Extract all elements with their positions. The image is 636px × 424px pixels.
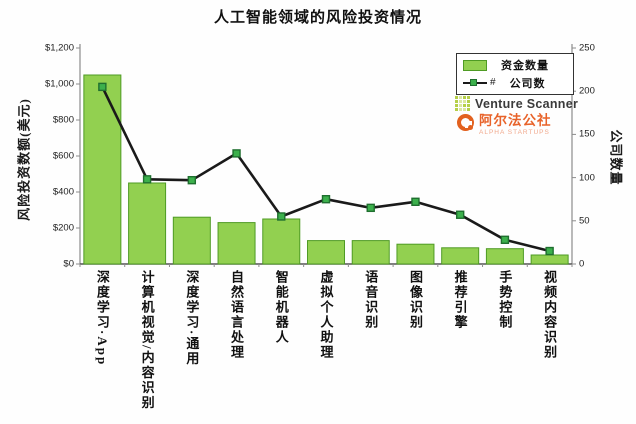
category-label-4: 智能机器人 — [273, 270, 289, 345]
bar-6 — [351, 240, 390, 265]
bar-0 — [83, 74, 122, 265]
bar-3 — [217, 222, 256, 265]
legend: 资金数量 # 公司数 — [456, 53, 574, 95]
bar-1 — [128, 182, 167, 265]
left-tick-label: $400 — [52, 186, 74, 198]
alpha-name-text: 阿尔法公社 — [479, 113, 552, 128]
chart-title: 人工智能领域的风险投资情况 — [213, 9, 422, 26]
left-tick-label: $600 — [52, 150, 74, 162]
right-tick-label: 0 — [579, 258, 585, 270]
bar-4 — [262, 218, 301, 265]
venture-scanner-logo-icon — [455, 96, 470, 111]
marker-suffix: # — [490, 77, 496, 89]
line-marker-10 — [545, 246, 554, 256]
alpha-branding: 阿尔法公社 ALPHA STARTUPS — [457, 114, 552, 136]
bar-9 — [485, 248, 524, 265]
line-marker-0 — [98, 82, 107, 92]
bar-8 — [441, 247, 480, 265]
companies-line — [101, 86, 550, 253]
category-label-3: 自然语言处理 — [229, 270, 245, 360]
category-label-7: 图像识别 — [407, 270, 423, 330]
left-tick-label: $800 — [52, 114, 74, 126]
venture-scanner-branding: Venture Scanner — [455, 96, 578, 111]
category-label-0: 深度学习·App — [94, 270, 110, 367]
legend-item-funding: 资金数量 — [463, 57, 567, 73]
bar-2 — [172, 216, 211, 265]
alpha-logo-icon — [457, 114, 474, 131]
line-marker-icon — [463, 78, 487, 88]
category-label-6: 语音识别 — [363, 270, 379, 330]
left-tick-label: $200 — [52, 222, 74, 234]
category-label-2: 深度学习·通用 — [184, 270, 200, 367]
legend-label-companies: 公司数 — [509, 77, 546, 90]
left-tick-label: $1,200 — [44, 42, 74, 54]
category-label-10: 视频内容识别 — [542, 270, 558, 360]
bar-5 — [307, 240, 345, 265]
left-tick-label: $1,000 — [44, 78, 74, 90]
category-label-8: 推荐引擎 — [452, 270, 468, 330]
right-tick-label: 50 — [579, 215, 590, 227]
bar-10 — [530, 254, 569, 265]
category-label-1: 计算机视觉/内容识别 — [139, 270, 155, 411]
line-marker-9 — [500, 235, 510, 245]
right-tick-label: 100 — [579, 172, 595, 184]
right-tick-label: 250 — [579, 42, 595, 54]
line-marker-4 — [277, 212, 286, 221]
line-marker-2 — [187, 175, 197, 185]
line-marker-8 — [455, 210, 465, 219]
category-label-9: 手势控制 — [497, 270, 513, 330]
line-marker-1 — [142, 175, 152, 184]
line-marker-7 — [411, 197, 420, 206]
right-tick-label: 150 — [579, 128, 595, 140]
left-tick-label: $0 — [63, 258, 74, 270]
line-marker-5 — [321, 194, 331, 204]
bar-7 — [396, 243, 435, 265]
alpha-sub-text: ALPHA STARTUPS — [479, 128, 550, 136]
legend-label-funding: 资金数量 — [501, 60, 549, 73]
bar-swatch-icon — [463, 59, 487, 71]
category-label-5: 虚拟个人助理 — [318, 270, 334, 360]
venture-scanner-text: Venture Scanner — [475, 96, 579, 111]
right-tick-label: 200 — [579, 85, 595, 97]
line-marker-6 — [366, 203, 375, 213]
line-marker-3 — [232, 149, 241, 158]
legend-item-companies: # 公司数 — [463, 75, 567, 91]
